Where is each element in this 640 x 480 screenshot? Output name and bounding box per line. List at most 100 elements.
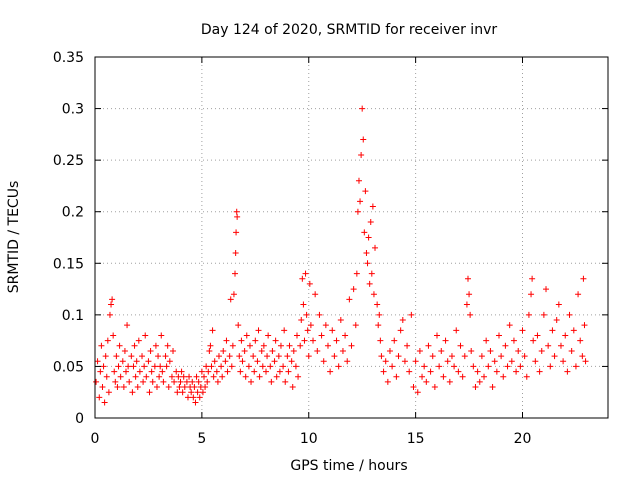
data-point <box>327 368 334 375</box>
data-point <box>117 373 124 380</box>
data-point <box>164 342 171 349</box>
data-point <box>358 151 365 158</box>
data-point <box>306 280 313 287</box>
data-point <box>560 358 567 365</box>
data-point <box>265 332 272 339</box>
data-point <box>395 353 402 360</box>
data-point <box>152 342 159 349</box>
data-point <box>214 378 221 385</box>
data-point <box>99 384 106 391</box>
data-point <box>233 208 240 215</box>
data-point <box>397 327 404 334</box>
data-point <box>145 358 152 365</box>
data-point <box>467 311 474 318</box>
data-point <box>536 368 543 375</box>
data-point <box>493 368 500 375</box>
data-point <box>285 368 292 375</box>
data-point <box>136 368 143 375</box>
data-point <box>562 332 569 339</box>
data-point <box>529 275 536 282</box>
data-point <box>220 347 227 354</box>
data-point <box>157 363 164 370</box>
data-point <box>238 337 245 344</box>
data-point <box>158 332 165 339</box>
data-point <box>153 384 160 391</box>
data-point <box>207 342 214 349</box>
data-point <box>568 347 575 354</box>
y-tick-label: 0 <box>75 411 84 427</box>
data-point <box>320 358 327 365</box>
data-point <box>101 399 108 406</box>
data-point <box>175 373 182 380</box>
data-point <box>230 291 237 298</box>
data-point <box>297 342 304 349</box>
data-point <box>198 368 205 375</box>
data-point <box>243 332 250 339</box>
data-point <box>367 219 374 226</box>
data-point <box>132 373 139 380</box>
data-point <box>112 378 119 385</box>
data-point <box>124 322 131 329</box>
data-point <box>176 384 183 391</box>
data-point <box>165 384 172 391</box>
data-point <box>434 332 440 339</box>
data-point <box>204 378 211 385</box>
data-point <box>235 322 242 329</box>
data-point <box>98 342 105 349</box>
data-point <box>461 353 468 360</box>
data-point <box>120 384 127 391</box>
data-point <box>500 373 507 380</box>
data-point <box>105 389 112 396</box>
x-tick-label: 0 <box>91 431 100 447</box>
data-point <box>184 394 191 401</box>
data-point <box>353 270 360 277</box>
data-point <box>580 275 587 282</box>
data-point <box>429 353 436 360</box>
data-point <box>419 373 426 380</box>
data-point <box>410 384 417 391</box>
data-point <box>316 311 323 318</box>
y-axis-label: SRMTID / TECUs <box>6 181 22 294</box>
data-point <box>431 384 438 391</box>
data-point <box>495 332 502 339</box>
data-point <box>168 373 175 380</box>
data-point <box>455 368 462 375</box>
data-point <box>284 353 291 360</box>
data-point <box>269 347 276 354</box>
data-point <box>131 342 138 349</box>
data-point <box>271 358 278 365</box>
data-point <box>579 353 586 360</box>
data-point <box>102 353 109 360</box>
data-point <box>515 347 522 354</box>
data-point <box>302 270 309 277</box>
data-point <box>223 337 230 344</box>
data-point <box>250 353 257 360</box>
data-point <box>241 347 248 354</box>
data-point <box>188 389 195 396</box>
data-point <box>404 342 411 349</box>
data-point <box>245 363 252 370</box>
data-point <box>255 327 262 334</box>
data-point <box>209 327 216 334</box>
y-tick-label: 0.05 <box>53 359 84 375</box>
data-point <box>100 363 107 370</box>
data-point <box>470 363 477 370</box>
data-point <box>173 368 180 375</box>
data-point <box>513 368 520 375</box>
data-point <box>218 363 225 370</box>
data-point <box>582 358 589 365</box>
data-point <box>322 322 329 329</box>
data-point <box>171 378 178 385</box>
data-point <box>232 249 239 256</box>
data-point <box>391 337 398 344</box>
data-point <box>288 358 295 365</box>
data-point <box>335 363 342 370</box>
data-point <box>357 198 364 205</box>
data-point <box>273 373 280 380</box>
data-point <box>545 342 552 349</box>
data-point <box>254 358 261 365</box>
data-point <box>525 311 532 318</box>
data-point <box>96 394 103 401</box>
data-point <box>378 353 385 360</box>
data-point <box>352 322 359 329</box>
